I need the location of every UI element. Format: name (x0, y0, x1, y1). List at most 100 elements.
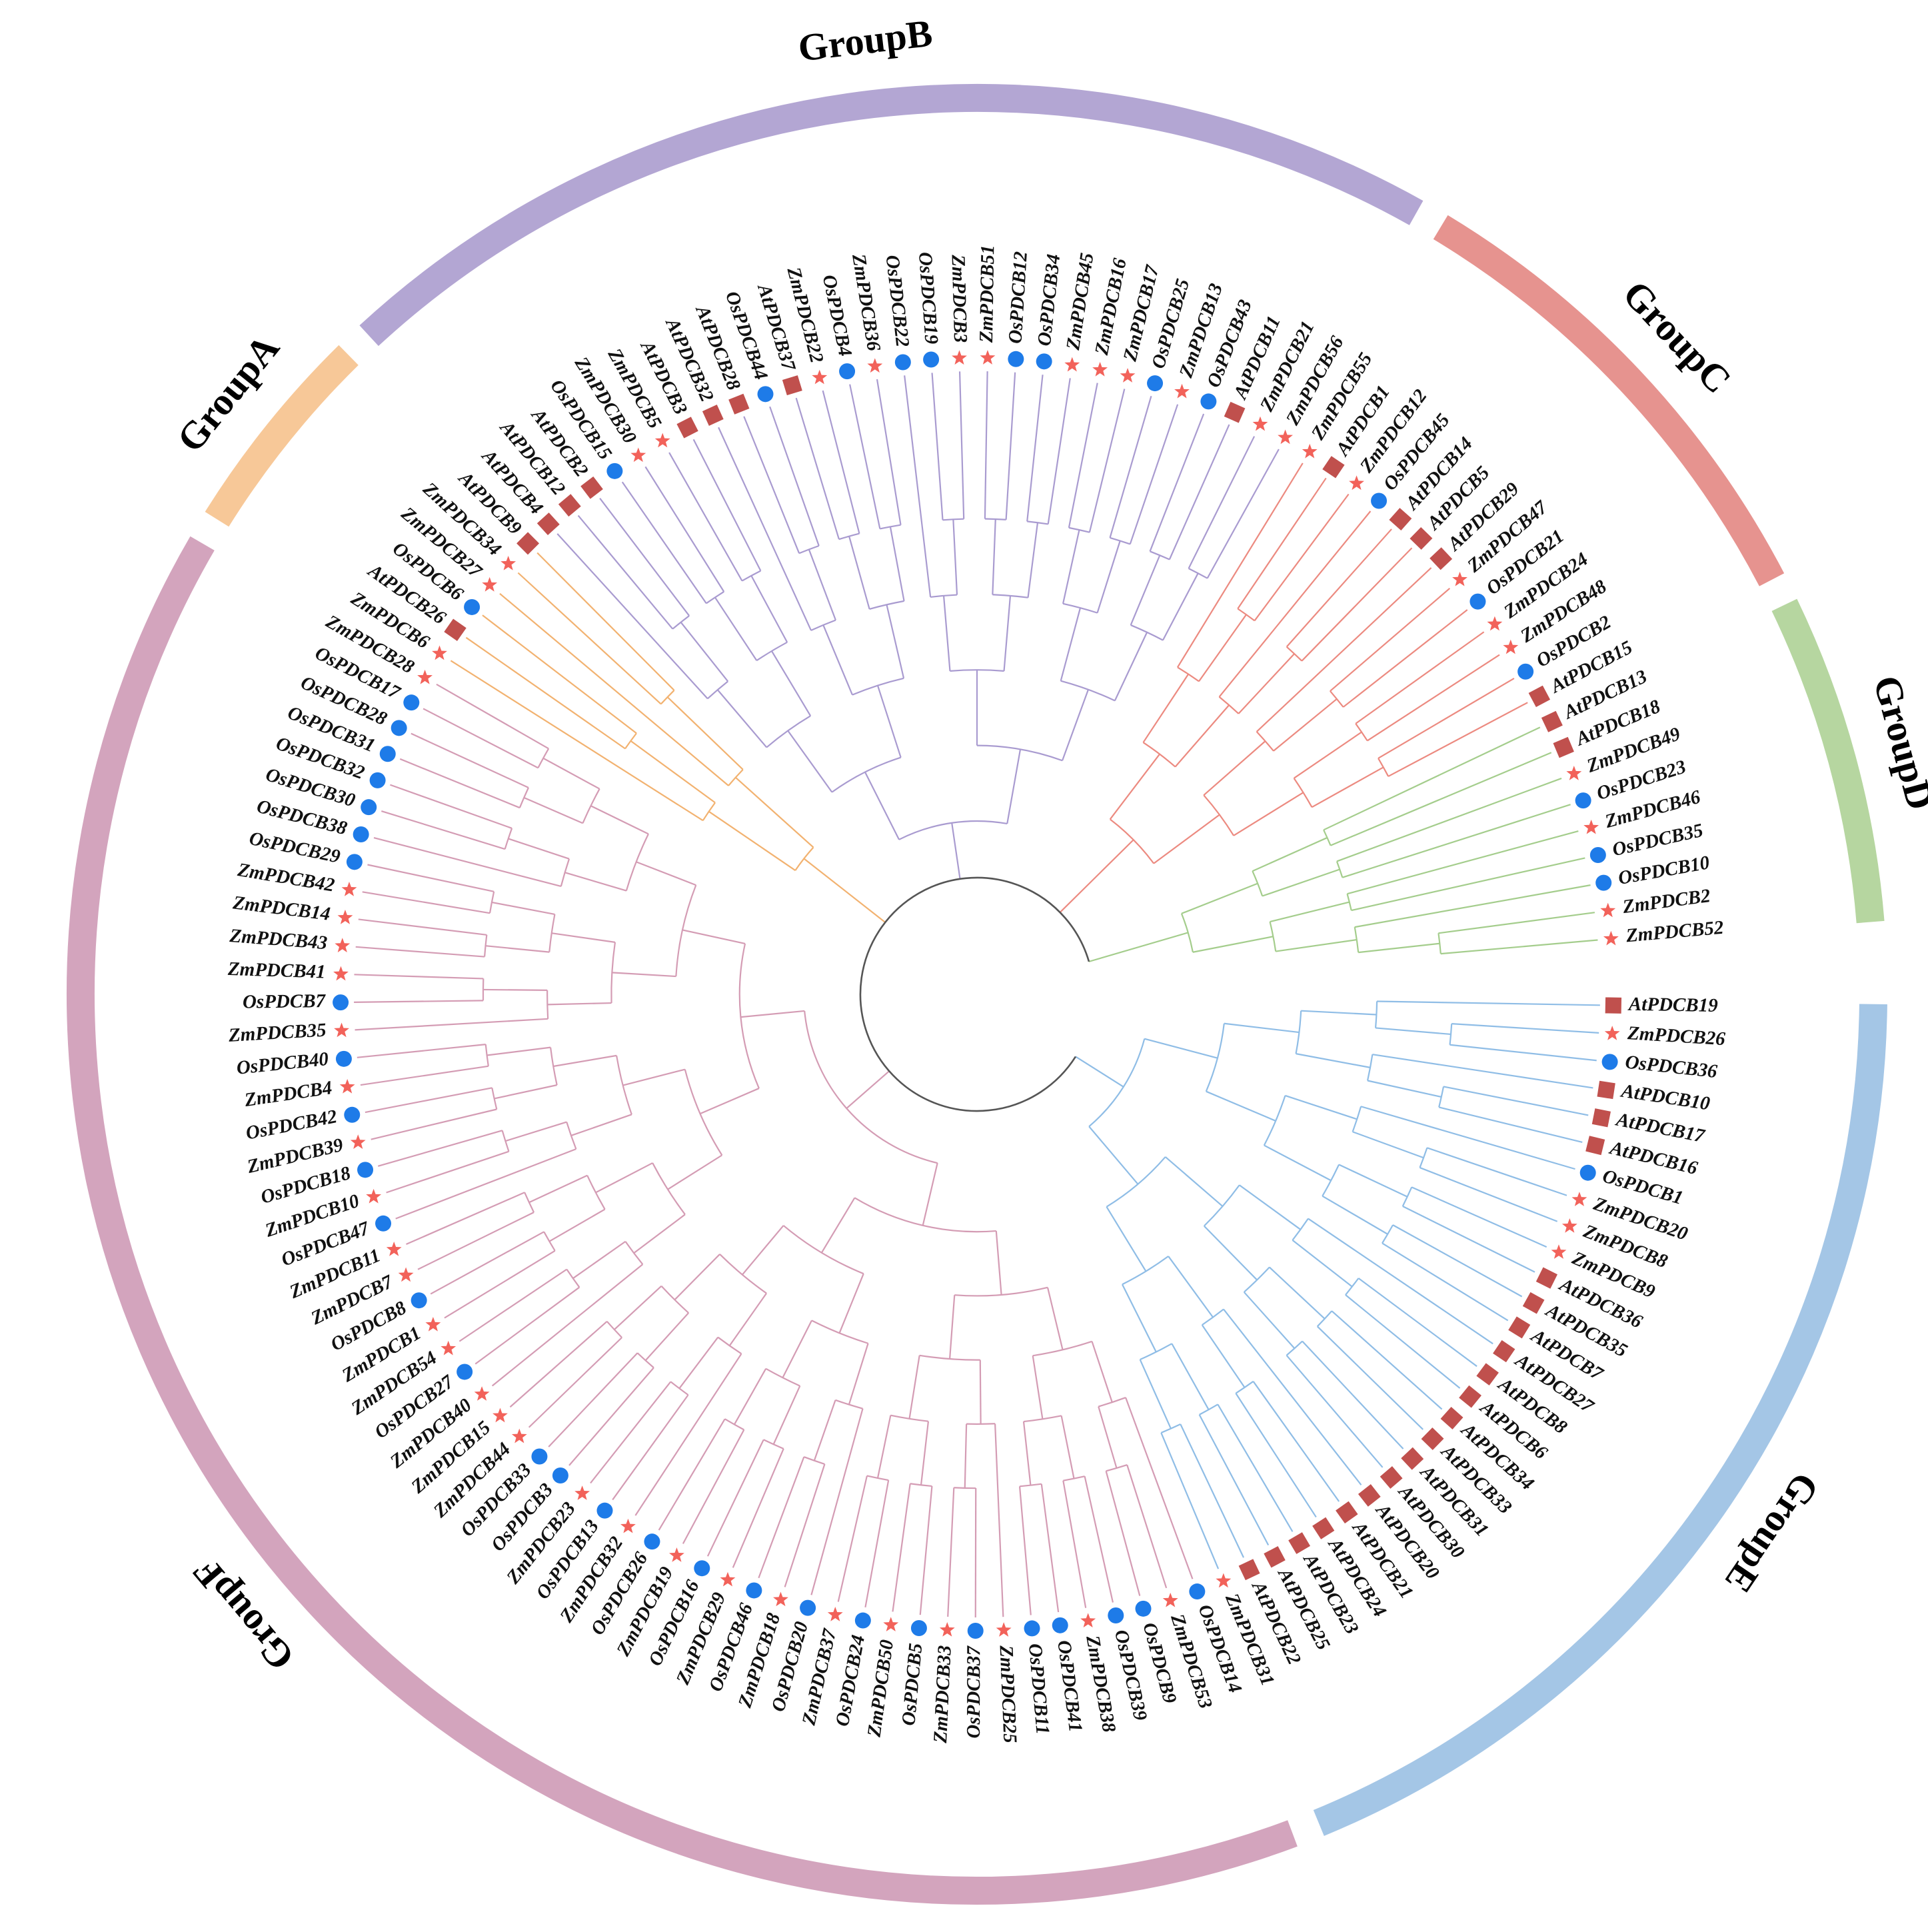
groupf-branch (475, 1286, 580, 1365)
groupf-branch (528, 1337, 622, 1428)
red-star-icon (1452, 571, 1467, 586)
red-square-icon (536, 512, 560, 536)
groupf-branch (386, 1150, 509, 1194)
red-square-icon (444, 618, 467, 641)
red-square-icon (1597, 1080, 1615, 1100)
groupc-clade-arc (1177, 666, 1200, 682)
groupa-branch (465, 636, 626, 750)
groupf-clade-arc (582, 788, 600, 824)
red-star-icon (574, 1485, 590, 1500)
blue-circle-icon (1575, 792, 1591, 809)
groupd-clade-arc (1354, 926, 1360, 953)
red-star-icon (366, 1188, 382, 1204)
groupb-clade-arc (1150, 550, 1170, 560)
groupb-clade-arc (707, 680, 728, 700)
groupf-branch (486, 1046, 551, 1056)
groupb-branch (771, 650, 812, 716)
groupb-clade-arc (984, 518, 1006, 520)
groupb-branch (886, 604, 905, 679)
blue-circle-icon (967, 1622, 984, 1639)
blue-circle-icon (1589, 847, 1606, 864)
groupf-branch (612, 1394, 689, 1501)
groupb-branch (718, 427, 812, 631)
groupf-branch (995, 1230, 1002, 1296)
blue-circle-icon (1579, 1164, 1596, 1181)
red-star-icon (1092, 362, 1108, 377)
groupe-branch (1296, 1053, 1371, 1068)
groupe-branch (1331, 1310, 1443, 1410)
groupb-clade-arc (977, 744, 1063, 762)
red-square-icon (558, 494, 581, 517)
red-square-icon (728, 393, 750, 415)
groupf-branch (667, 1154, 722, 1190)
groupe-clade-arc (1202, 1308, 1224, 1326)
groupb-branch (714, 596, 758, 661)
leaf-label: OsPDCB37 (963, 1645, 984, 1738)
groupa-clade-arc (624, 732, 637, 749)
groupe-clade-arc (1205, 1023, 1225, 1092)
blue-circle-icon (531, 1448, 548, 1465)
groupf-clade-arc (537, 748, 550, 768)
groupb-branch (904, 375, 932, 598)
blue-circle-icon (1517, 663, 1534, 680)
groupf-branch (633, 1214, 686, 1254)
groupb-clade-arc (672, 615, 690, 630)
groupb-branch (942, 595, 951, 671)
groupb-branch (1168, 424, 1230, 560)
groupe-branch (1285, 1094, 1358, 1120)
groupf-branch (1062, 1480, 1087, 1608)
groupf-branch (634, 1353, 742, 1516)
groupd-branch (1276, 938, 1357, 952)
leaf-label: OsPDCB7 (243, 990, 327, 1013)
groupe-branch (1168, 1256, 1214, 1318)
groupb-branch (750, 575, 788, 643)
groupf-branch (848, 1343, 869, 1405)
groupe-clade-arc (1402, 1186, 1413, 1207)
groupb-branch (668, 452, 743, 582)
groupf-clade-arc (566, 1269, 580, 1288)
red-square-icon (1336, 1501, 1358, 1524)
groupb-branch (1206, 449, 1280, 579)
red-square-icon (1410, 526, 1433, 550)
groupd-branch (1262, 868, 1340, 897)
groupf-clade-arc (546, 990, 549, 1019)
groupb-branch (577, 514, 674, 630)
groupb-clade-arc (930, 594, 958, 598)
groupe-branch (1160, 1432, 1220, 1569)
groupb-branch (1003, 595, 1012, 671)
red-square-icon (1380, 1466, 1403, 1489)
groupe-branch (1345, 1294, 1461, 1389)
groupa-branch (630, 740, 716, 804)
groupe-branch (1252, 1381, 1340, 1502)
groupa-clade-arc (660, 690, 675, 705)
groupb-branch (984, 371, 988, 519)
groupf-branch (547, 1002, 612, 1006)
groupf-branch (362, 891, 490, 914)
groupf-branch (658, 1418, 726, 1531)
blue-circle-icon (1108, 1607, 1124, 1624)
groupe-branch (1392, 1224, 1523, 1298)
groupf-branch (636, 861, 696, 886)
groupe-clade-arc (1243, 1266, 1270, 1293)
red-star-icon (1566, 765, 1582, 780)
groupb-branch (795, 397, 840, 540)
groupd-clade-arc (1336, 861, 1344, 878)
red-star-icon (1503, 639, 1519, 654)
red-star-icon (939, 1621, 955, 1637)
groupb-clade-arc (1068, 526, 1090, 533)
blue-circle-icon (596, 1502, 613, 1519)
groupd-branch (1342, 804, 1571, 878)
blue-circle-icon (353, 826, 369, 843)
red-star-icon (1216, 1573, 1232, 1588)
groupe-branch (1106, 1206, 1147, 1272)
red-square-icon (1264, 1545, 1286, 1568)
groupf-branch (354, 1000, 484, 1003)
groupa-branch (735, 776, 814, 848)
groupc-clade-arc (1256, 731, 1274, 752)
groupd-branch (1336, 777, 1562, 862)
groupf-branch (417, 1212, 534, 1270)
groupa-branch (666, 696, 744, 770)
blue-circle-icon (333, 994, 349, 1011)
groupb-clade-arc (798, 544, 820, 554)
